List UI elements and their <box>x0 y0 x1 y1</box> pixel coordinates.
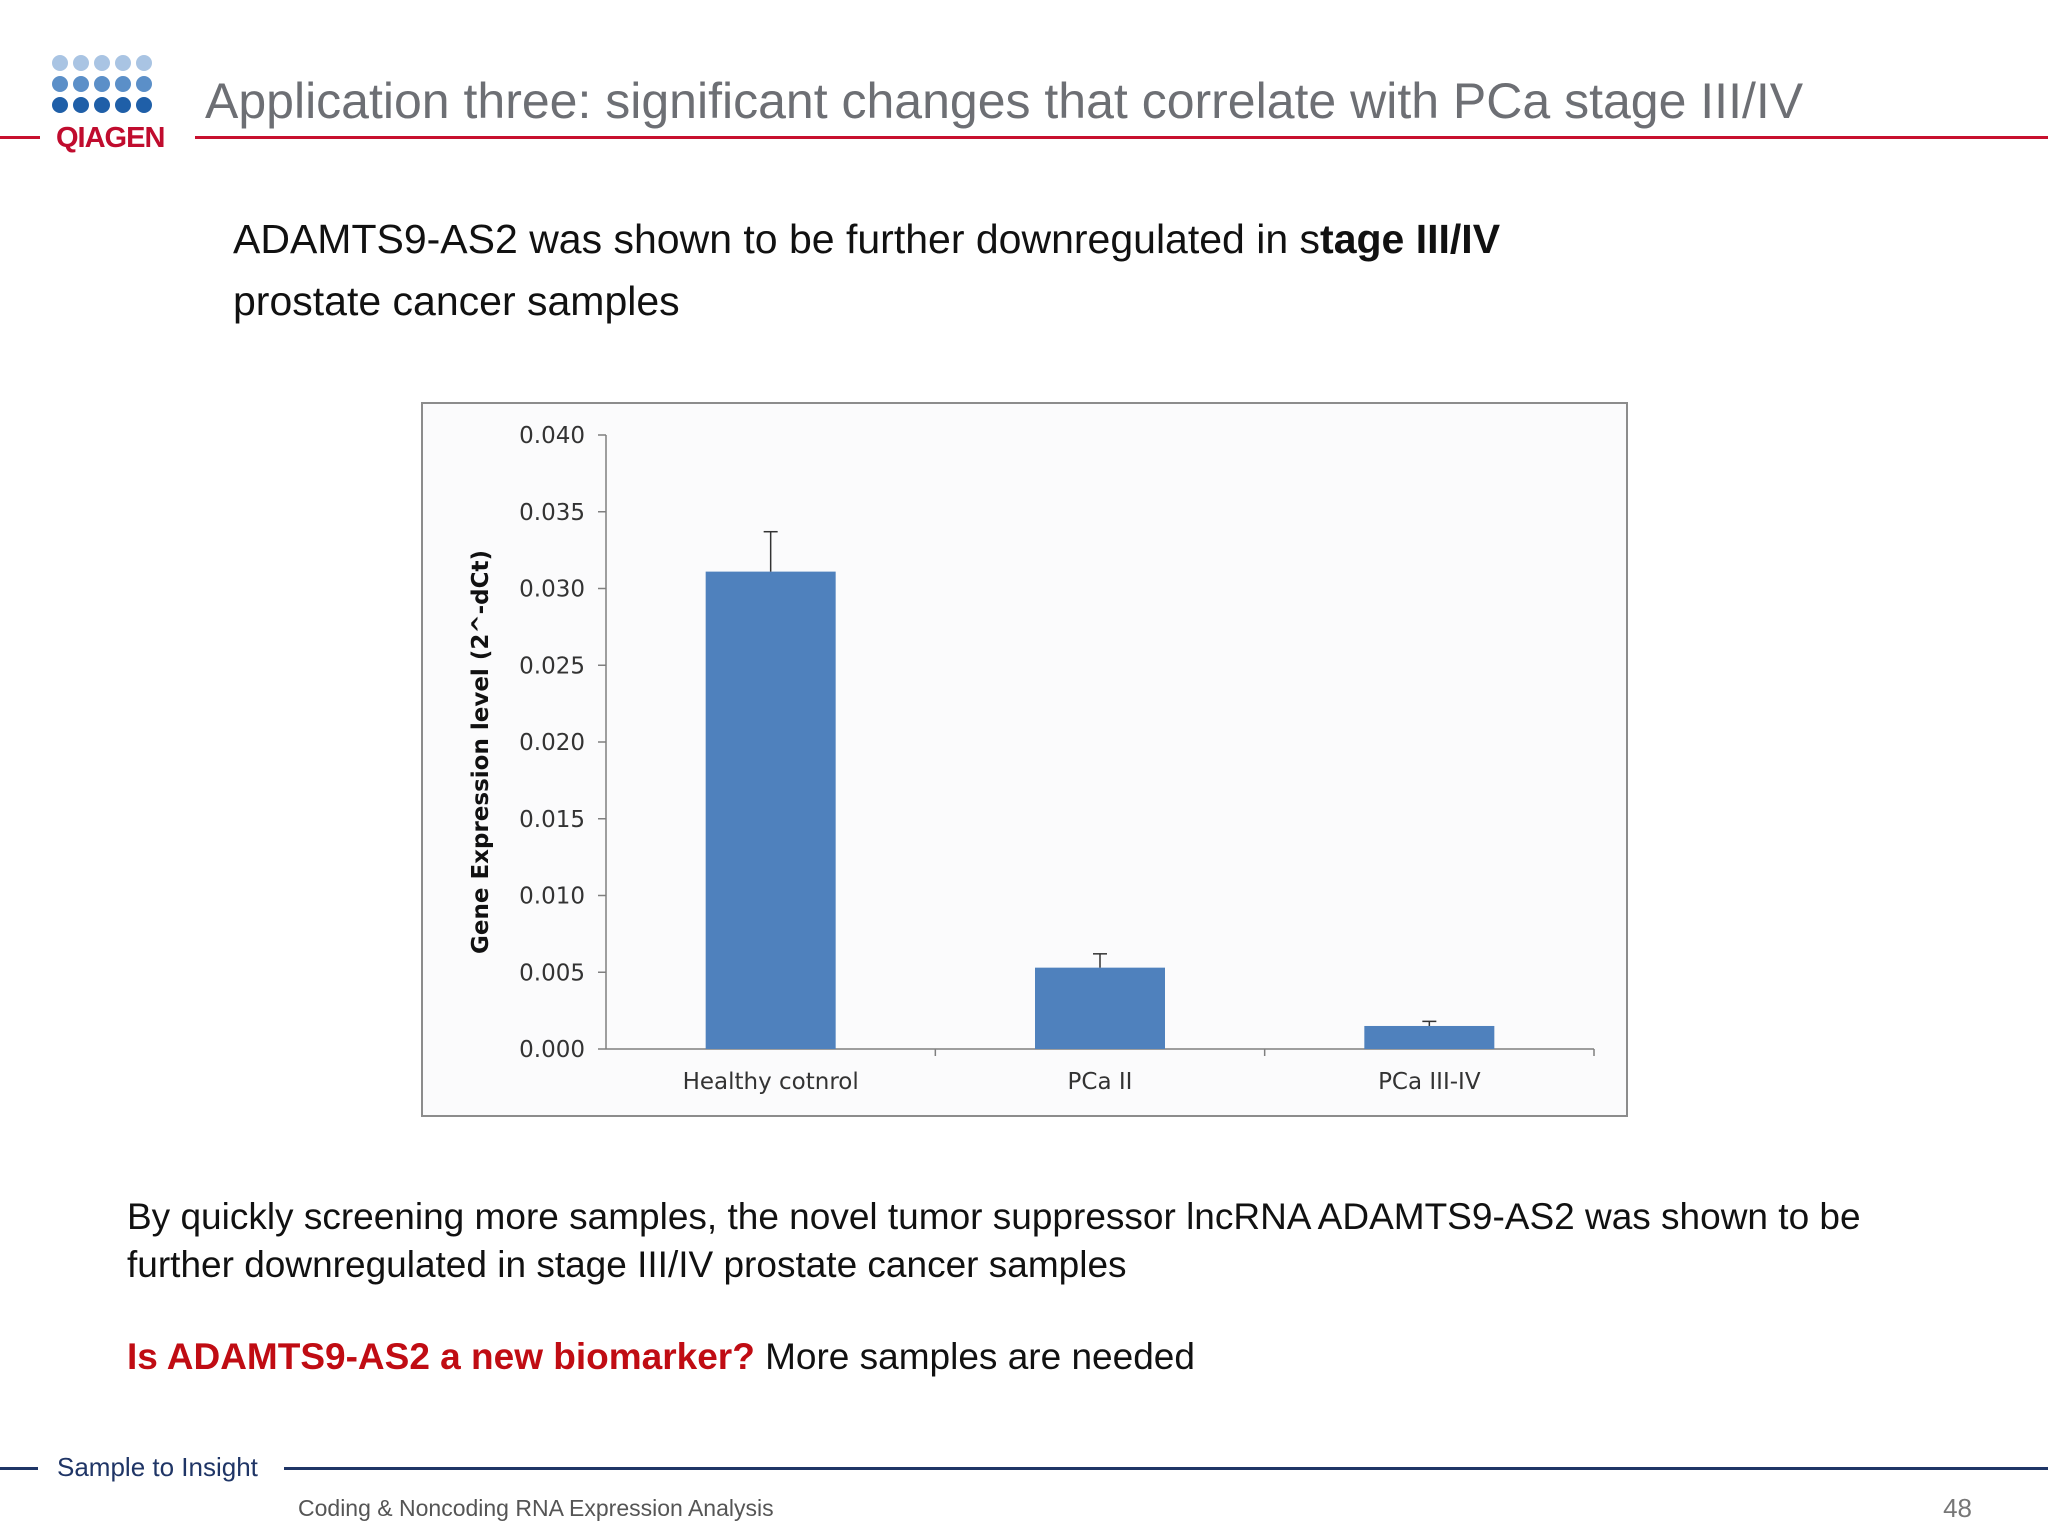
x-tick-label: PCa II <box>1068 1069 1133 1095</box>
footer-title: Coding & Noncoding RNA Expression Analys… <box>298 1495 774 1521</box>
title-divider-left <box>0 136 40 139</box>
y-tick-label: 0.040 <box>519 423 585 449</box>
logo-dot <box>52 97 68 113</box>
logo-dot <box>73 55 89 71</box>
logo-dot <box>94 76 110 92</box>
logo-wordmark: QIAGEN <box>56 122 165 154</box>
y-tick-label: 0.030 <box>519 577 585 603</box>
bar-chart: 0.000 0.005 0.010 0.015 0.020 0.025 0.030 0.035… <box>468 423 1595 1095</box>
intro-bold: tage III/IV <box>1320 216 1501 262</box>
intro-part1: ADAMTS9-AS2 was shown to be further down… <box>233 216 1321 262</box>
logo-dot <box>115 55 131 71</box>
logo-dot <box>136 97 152 113</box>
logo-dot <box>52 55 68 71</box>
y-tick-label: 0.005 <box>519 960 585 986</box>
logo-dot <box>94 97 110 113</box>
y-tick-label: 0.015 <box>519 807 585 833</box>
slide-title: Application three: significant changes t… <box>205 73 1804 129</box>
logo-dot <box>73 76 89 92</box>
logo-dot <box>94 55 110 71</box>
page-number: 48 <box>1943 1493 1972 1523</box>
bar <box>705 571 836 1049</box>
footer-tagline: Sample to Insight <box>57 1452 258 1482</box>
intro-part2: prostate cancer samples <box>233 278 680 324</box>
y-tick-label: 0.035 <box>519 500 585 526</box>
x-tick-label: PCa III-IV <box>1378 1069 1481 1095</box>
y-tick-label: 0.010 <box>519 884 585 910</box>
footer-divider-left <box>0 1467 38 1470</box>
body-paragraph: By quickly screening more samples, the n… <box>127 1196 1861 1285</box>
bar <box>1035 967 1165 1049</box>
y-tick-label: 0.020 <box>519 730 585 756</box>
y-tick-label: 0.000 <box>519 1037 585 1063</box>
y-axis-title: Gene Expression level (2^-dCt) <box>468 550 494 954</box>
logo-dot <box>136 55 152 71</box>
answer-text: More samples are needed <box>754 1336 1195 1377</box>
title-divider <box>195 136 2048 139</box>
logo-dot <box>115 76 131 92</box>
question-line: Is ADAMTS9-AS2 a new biomarker? More sam… <box>127 1336 1195 1378</box>
x-tick-label: Healthy cotnrol <box>683 1069 859 1095</box>
intro-text: ADAMTS9-AS2 was shown to be further down… <box>233 208 1733 332</box>
footer-divider <box>284 1467 2048 1470</box>
chart-frame: 0.000 0.005 0.010 0.015 0.020 0.025 0.030 0.035… <box>421 402 1628 1117</box>
qiagen-logo <box>52 55 182 155</box>
logo-dot <box>115 97 131 113</box>
logo-dot <box>52 76 68 92</box>
y-tick-label: 0.025 <box>519 653 585 679</box>
logo-dot <box>136 76 152 92</box>
logo-dot <box>73 97 89 113</box>
question-text: Is ADAMTS9-AS2 a new biomarker? <box>127 1336 755 1377</box>
bar <box>1364 1025 1495 1049</box>
